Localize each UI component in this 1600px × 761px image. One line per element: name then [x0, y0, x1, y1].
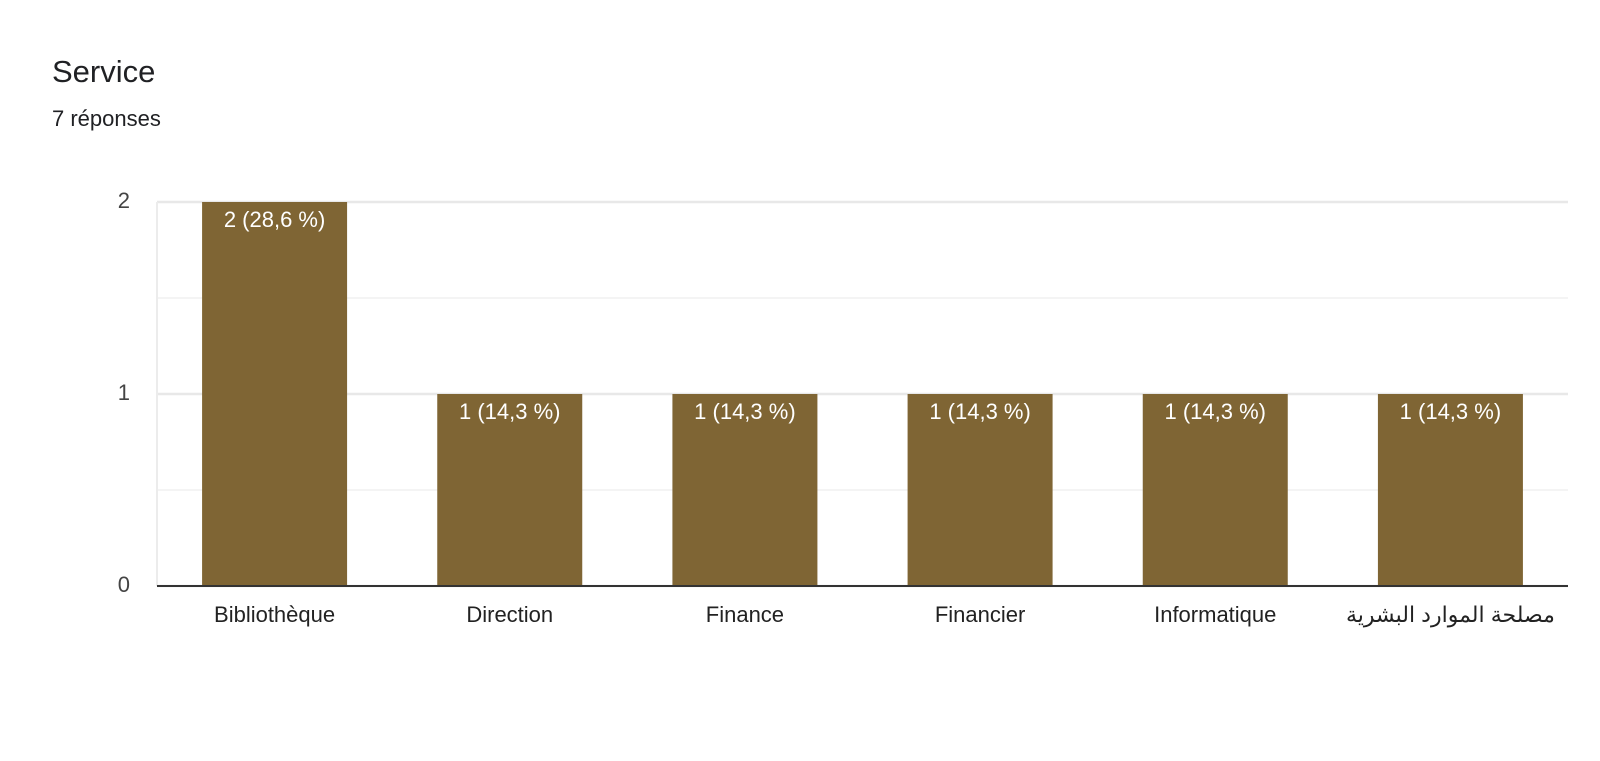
x-tick-label: Financier — [935, 602, 1025, 627]
bar — [202, 202, 348, 586]
x-tick-label: Direction — [466, 602, 553, 627]
chart-subtitle: 7 réponses — [52, 106, 161, 131]
bar — [672, 394, 818, 586]
y-tick-label: 2 — [118, 188, 130, 213]
bar — [1142, 394, 1288, 586]
value-label: 1 (14,3 %) — [1165, 399, 1267, 424]
x-tick-label: Finance — [706, 602, 784, 627]
bar — [437, 394, 583, 586]
y-tick-label: 0 — [118, 572, 130, 597]
x-tick-label: مصلحة الموارد البشرية — [1346, 602, 1555, 627]
value-label: 1 (14,3 %) — [694, 399, 796, 424]
value-label: 1 (14,3 %) — [1400, 399, 1502, 424]
value-label: 1 (14,3 %) — [459, 399, 561, 424]
bar — [907, 394, 1053, 586]
chart-title: Service — [52, 54, 155, 89]
bar — [1377, 394, 1523, 586]
y-tick-label: 1 — [118, 380, 130, 405]
x-tick-label: Bibliothèque — [214, 602, 335, 627]
x-tick-label: Informatique — [1154, 602, 1276, 627]
value-label: 1 (14,3 %) — [929, 399, 1031, 424]
value-label: 2 (28,6 %) — [224, 207, 326, 232]
